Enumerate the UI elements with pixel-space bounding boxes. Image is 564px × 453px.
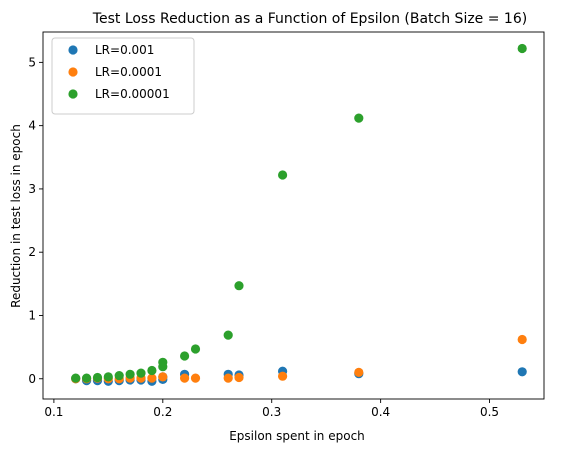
data-point: [354, 367, 364, 377]
plot-area: [71, 43, 527, 386]
legend-item: LR=0.0001: [68, 65, 162, 79]
data-point: [125, 369, 135, 379]
data-point: [136, 368, 146, 378]
chart-title: Test Loss Reduction as a Function of Eps…: [92, 11, 527, 27]
x-tick-label: 0.5: [480, 405, 499, 419]
data-point: [158, 372, 168, 382]
data-point: [71, 373, 81, 383]
data-point: [190, 344, 201, 354]
series-3: [71, 43, 527, 383]
data-point: [114, 371, 124, 381]
data-point: [278, 371, 288, 381]
data-point: [234, 281, 244, 291]
data-point: [190, 373, 201, 383]
data-point: [147, 373, 157, 383]
x-tick-label: 0.4: [371, 405, 390, 419]
y-tick-label: 3: [28, 182, 36, 196]
legend-marker: [68, 89, 78, 99]
x-tick-label: 0.1: [44, 405, 63, 419]
y-tick-label: 5: [28, 55, 36, 69]
axes: 0.1 0.2 0.3 0.4 0.5 0 1 2 3 4 5: [28, 31, 545, 419]
data-point: [234, 372, 244, 383]
data-point: [147, 365, 157, 376]
data-point: [223, 373, 233, 383]
data-point: [223, 330, 233, 340]
x-tick-label: 0.3: [262, 405, 281, 419]
data-point: [517, 334, 527, 345]
data-point: [278, 170, 288, 180]
data-point: [354, 113, 364, 123]
data-point: [517, 367, 527, 377]
legend-item: LR=0.001: [68, 43, 154, 57]
data-point: [180, 351, 190, 361]
data-point: [103, 372, 113, 382]
legend-label: LR=0.0001: [95, 65, 162, 79]
y-tick-label: 2: [28, 245, 36, 259]
legend-label: LR=0.001: [95, 43, 154, 57]
legend-label: LR=0.00001: [95, 87, 170, 101]
y-tick-label: 1: [28, 308, 36, 322]
data-point: [82, 373, 92, 383]
legend-item: LR=0.00001: [68, 87, 170, 101]
y-tick-label: 0: [28, 372, 36, 386]
data-point: [158, 357, 168, 367]
x-tick-label: 0.2: [153, 405, 172, 419]
legend: LR=0.001 LR=0.0001 LR=0.00001: [51, 37, 195, 115]
legend-box: [51, 37, 195, 115]
legend-marker: [68, 45, 78, 55]
y-tick-label: 4: [28, 119, 36, 133]
x-axis-title: Epsilon spent in epoch: [229, 429, 365, 443]
data-point: [517, 43, 527, 54]
legend-marker: [68, 67, 78, 77]
data-point: [92, 372, 103, 383]
y-axis-title: Reduction in test loss in epoch: [9, 124, 23, 308]
data-point: [180, 373, 190, 383]
plot-frame: [42, 31, 545, 400]
